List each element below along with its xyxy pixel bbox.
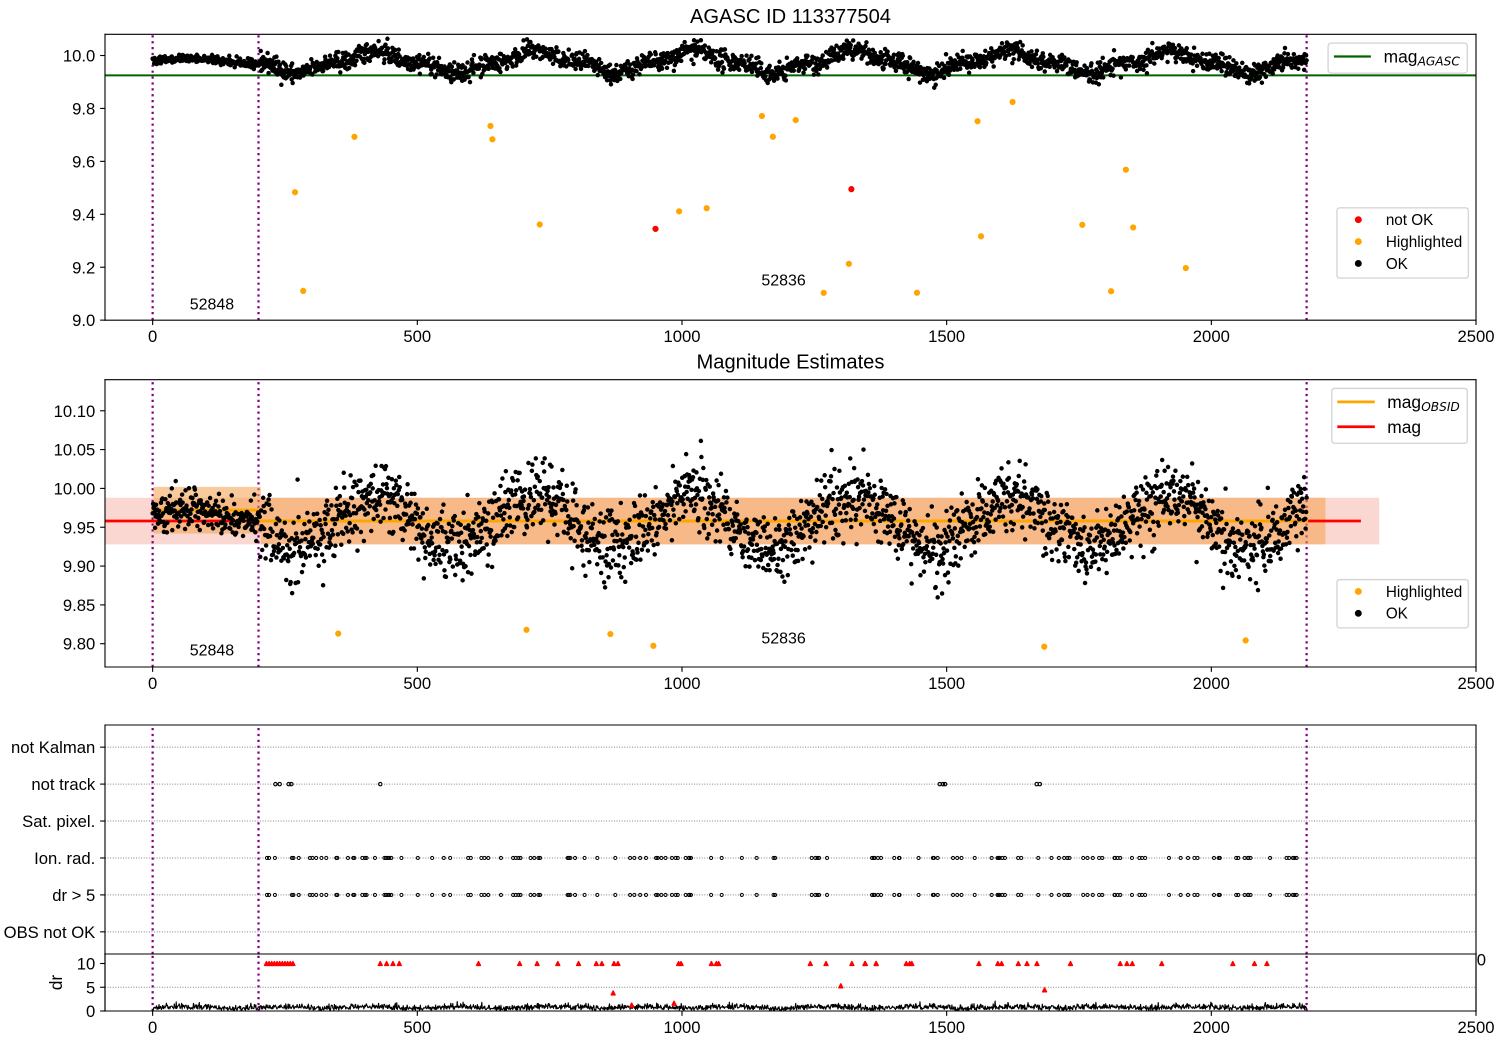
svg-text:500: 500 (403, 674, 431, 693)
svg-text:0: 0 (148, 1018, 157, 1037)
svg-text:9.8: 9.8 (72, 99, 95, 118)
svg-text:mag: mag (1387, 417, 1421, 437)
svg-text:0: 0 (148, 674, 157, 693)
svg-text:2000: 2000 (1193, 674, 1230, 693)
svg-text:OK: OK (1386, 606, 1409, 623)
svg-text:500: 500 (403, 327, 431, 346)
svg-text:2500: 2500 (1457, 674, 1494, 693)
svg-text:9.0: 9.0 (72, 311, 95, 330)
svg-text:Sat. pixel.: Sat. pixel. (22, 812, 95, 831)
svg-text:OK: OK (1386, 256, 1409, 273)
svg-text:not OK: not OK (1386, 212, 1434, 229)
svg-text:10.10: 10.10 (54, 402, 96, 421)
svg-text:0: 0 (148, 327, 157, 346)
svg-text:9.6: 9.6 (72, 152, 95, 171)
svg-text:Highlighted: Highlighted (1386, 584, 1462, 601)
svg-text:9.90: 9.90 (63, 557, 95, 576)
svg-text:1500: 1500 (928, 327, 965, 346)
svg-text:5: 5 (86, 978, 95, 997)
svg-text:1000: 1000 (663, 327, 700, 346)
svg-text:9.85: 9.85 (63, 596, 95, 615)
svg-text:m a g A: m a g A G A S C (1384, 43, 1461, 71)
svg-text:10.00: 10.00 (54, 479, 96, 498)
svg-text:dr > 5: dr > 5 (52, 886, 95, 905)
svg-text:9.95: 9.95 (63, 518, 95, 537)
svg-text:9.80: 9.80 (63, 635, 95, 654)
svg-text:not Kalman: not Kalman (11, 738, 95, 757)
svg-text:10.0: 10.0 (63, 47, 95, 66)
svg-text:2500: 2500 (1457, 1018, 1494, 1037)
svg-text:Highlighted: Highlighted (1386, 234, 1462, 251)
svg-text:dr: dr (46, 975, 66, 991)
svg-text:Magnitude Estimates: Magnitude Estimates (697, 352, 885, 374)
svg-text:500: 500 (403, 1018, 431, 1037)
svg-text:OBS not OK: OBS not OK (4, 923, 96, 942)
svg-text:10.05: 10.05 (54, 441, 96, 460)
svg-text:52836: 52836 (761, 273, 806, 290)
svg-text:2000: 2000 (1193, 327, 1230, 346)
svg-text:1500: 1500 (928, 1018, 965, 1037)
svg-text:2000: 2000 (1193, 1018, 1230, 1037)
svg-text:AGASC ID 113377504: AGASC ID 113377504 (690, 6, 891, 28)
svg-text:2500: 2500 (1457, 327, 1494, 346)
svg-text:52848: 52848 (190, 642, 235, 659)
svg-text:1500: 1500 (928, 674, 965, 693)
svg-text:10: 10 (77, 955, 96, 974)
svg-text:0: 0 (1477, 951, 1486, 970)
svg-text:0: 0 (86, 1002, 95, 1021)
svg-text:not track: not track (31, 775, 96, 794)
svg-text:Ion. rad.: Ion. rad. (34, 849, 95, 868)
svg-text:52848: 52848 (190, 297, 235, 314)
svg-text:9.2: 9.2 (72, 258, 95, 277)
svg-text:9.4: 9.4 (72, 205, 95, 224)
svg-text:52836: 52836 (761, 631, 806, 648)
svg-text:1000: 1000 (663, 674, 700, 693)
svg-text:m a g O: m a g O B S I D (1387, 388, 1460, 416)
svg-text:1000: 1000 (663, 1018, 700, 1037)
